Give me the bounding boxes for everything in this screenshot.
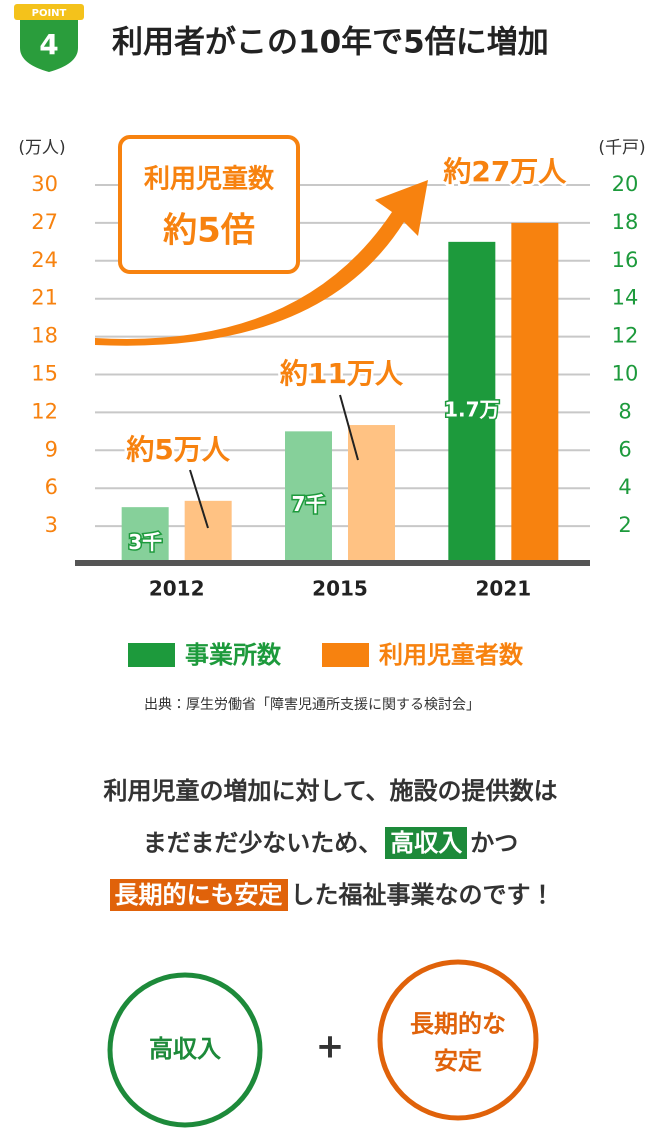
- circle-text: 高収入: [149, 1035, 221, 1063]
- callout-text: 約5倍: [163, 211, 255, 251]
- circle: [377, 959, 539, 1121]
- y-tick-label: 18: [31, 324, 58, 348]
- message-text: した福祉事業なのです！: [290, 881, 555, 909]
- plus: +: [316, 1027, 345, 1067]
- leader-line: [339, 394, 359, 461]
- y2-tick-label: 14: [612, 286, 639, 310]
- legend-label: 事業所数: [185, 641, 282, 669]
- highlight: 長期的にも安定: [109, 879, 288, 911]
- bar: [184, 500, 232, 564]
- value-label: 3千: [128, 530, 162, 554]
- y-tick-label: 27: [31, 210, 58, 234]
- value-label: 約5万人: [125, 433, 230, 466]
- y2-axis-title: (千戸): [598, 138, 645, 158]
- value-label: 7千: [292, 492, 326, 516]
- badge-label: POINT: [32, 8, 67, 19]
- value-label: 約27万人: [442, 155, 567, 188]
- legend-label: 利用児童者数: [379, 641, 524, 669]
- x-tick-label: 2015: [312, 577, 368, 601]
- y-tick-label: 12: [31, 399, 58, 423]
- y2-tick-label: 20: [612, 172, 639, 196]
- highlight: 高収入: [385, 827, 468, 859]
- y-tick-label: 6: [45, 475, 58, 499]
- bar: [448, 241, 496, 564]
- legend-swatch: [322, 643, 369, 667]
- y2-tick-label: 12: [612, 324, 639, 348]
- y-tick-label: 15: [31, 362, 58, 386]
- badge-shield: [20, 12, 78, 72]
- page-title: 利用者がこの10年で5倍に増加: [112, 25, 549, 61]
- message-text: かつ: [470, 829, 519, 857]
- y-axis-title: (万人): [18, 138, 65, 158]
- message-line: 利用児童の増加に対して、施設の提供数は: [0, 765, 661, 817]
- message: 利用児童の増加に対して、施設の提供数は まだまだ少ないため、 高収入 かつ 長期的にも安…: [0, 765, 661, 921]
- value-label: 約11万人: [279, 357, 404, 390]
- y-tick-label: 9: [45, 437, 58, 461]
- source: 出典：厚生労働省「障害児通所支援に関する検討会」: [144, 697, 480, 713]
- callout-box: [118, 135, 300, 274]
- y-tick-label: 24: [31, 248, 58, 272]
- y2-tick-label: 6: [618, 437, 631, 461]
- message-line: まだまだ少ないため、 高収入 かつ: [0, 817, 661, 869]
- badge-ribbon: [14, 4, 84, 20]
- bar: [121, 507, 169, 564]
- legend-swatch: [128, 643, 175, 667]
- x-tick-label: 2012: [149, 577, 205, 601]
- y2-tick-label: 10: [612, 362, 639, 386]
- leader-line: [189, 469, 209, 529]
- message-text: 利用児童の増加に対して、施設の提供数は: [103, 777, 558, 805]
- circle: [107, 972, 263, 1128]
- bar: [348, 425, 395, 564]
- x-tick-label: 2021: [475, 577, 531, 601]
- y2-tick-label: 16: [612, 248, 639, 272]
- circle-text: 安定: [434, 1047, 482, 1075]
- callout-text: 利用児童数: [144, 165, 275, 195]
- y2-tick-label: 8: [618, 399, 631, 423]
- y-tick-label: 30: [31, 172, 58, 196]
- growth-arrow: [95, 180, 428, 346]
- bar: [511, 222, 559, 564]
- circle-text: 長期的な: [410, 1010, 506, 1038]
- badge-number: 4: [39, 28, 58, 61]
- message-text: まだまだ少ないため、: [142, 829, 383, 857]
- bar: [285, 431, 332, 564]
- y2-tick-label: 4: [618, 475, 631, 499]
- y-tick-label: 3: [45, 513, 58, 537]
- value-label: 1.7万: [444, 397, 499, 421]
- y2-tick-label: 2: [618, 513, 631, 537]
- y-tick-label: 21: [31, 286, 58, 310]
- y2-tick-label: 18: [612, 210, 639, 234]
- message-line: 長期的にも安定 した福祉事業なのです！: [0, 869, 661, 921]
